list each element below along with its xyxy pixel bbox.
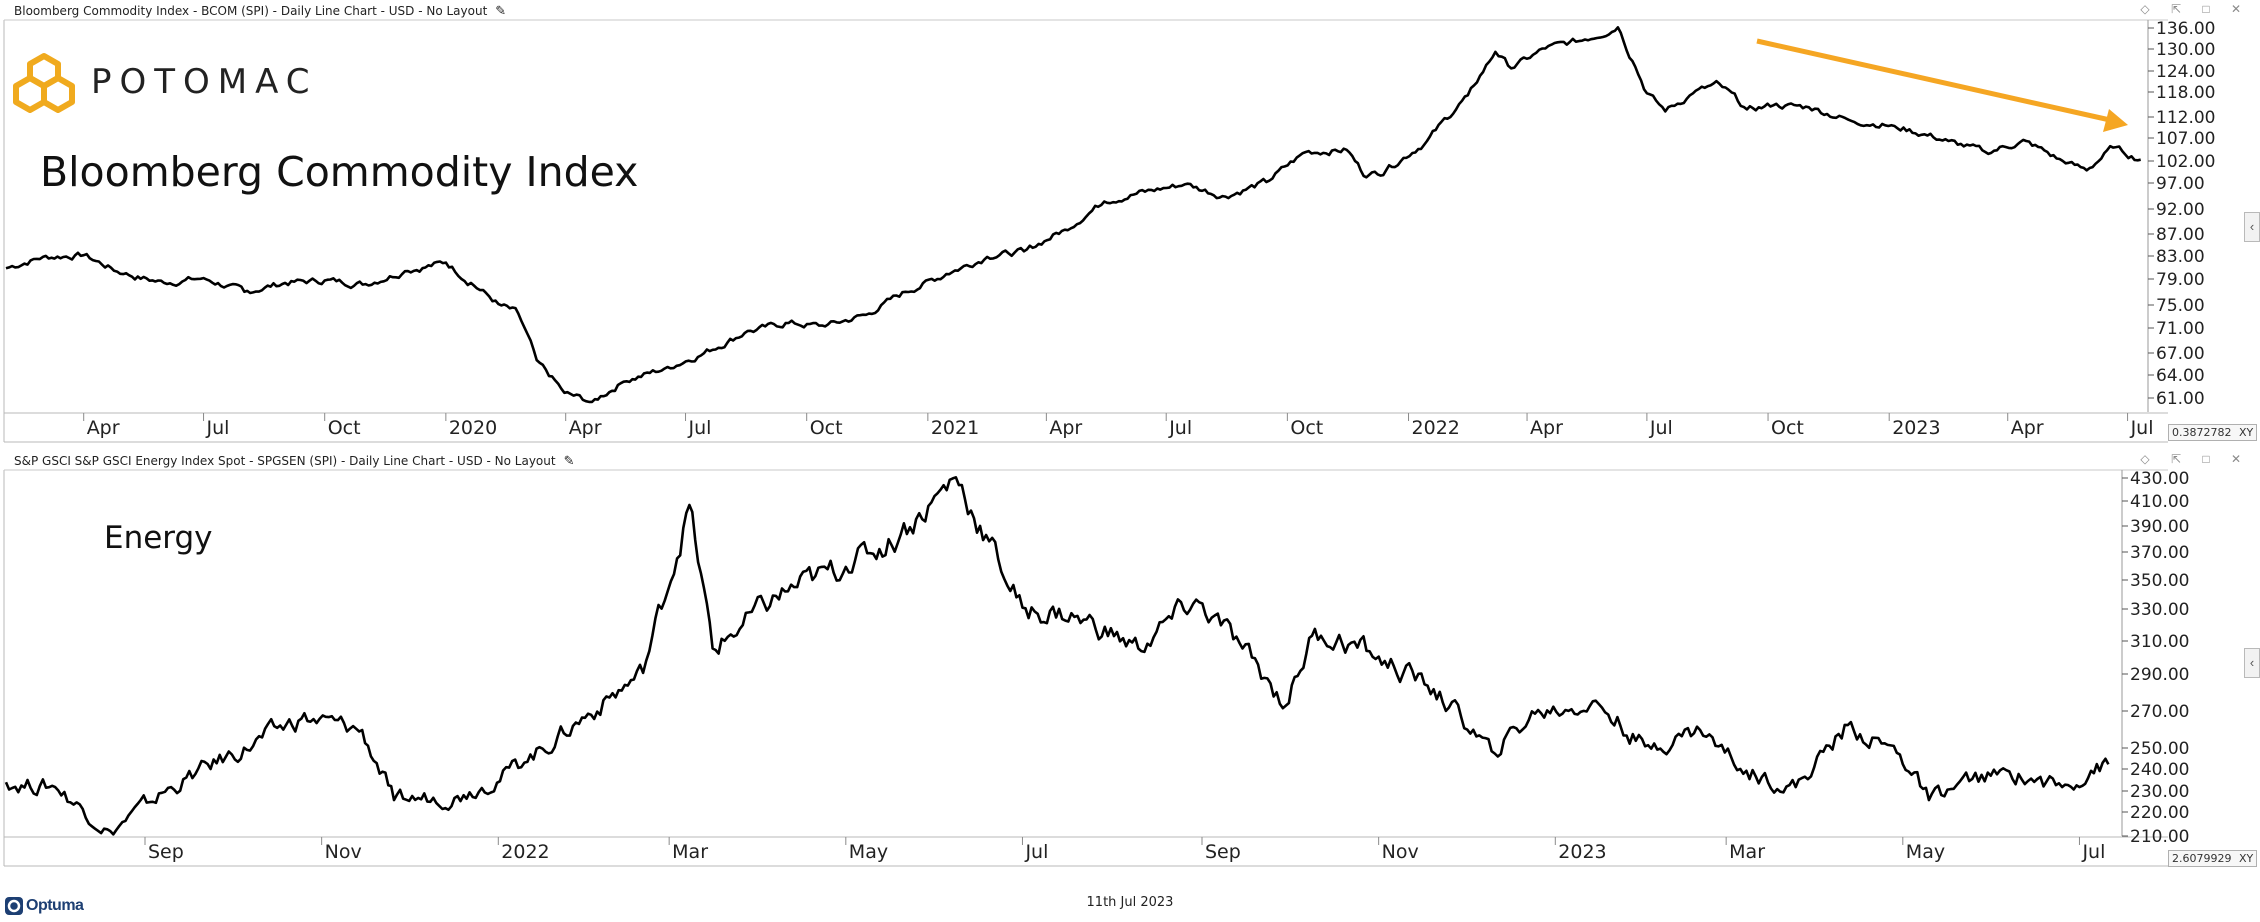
x-tick-label: Apr [1049, 417, 1082, 439]
optuma-brand-text: Optuma [26, 897, 84, 914]
x-tick-label: May [1906, 841, 1945, 863]
trend-arrow-head [2103, 109, 2128, 132]
x-tick-label: Oct [810, 417, 843, 439]
optuma-brand: Optuma [4, 895, 84, 917]
y-tick-label: 61.00 [2156, 389, 2205, 409]
top-scale-mode[interactable]: XY [2239, 426, 2254, 439]
edit-pencil-icon[interactable]: ✎ [563, 454, 575, 469]
y-tick-label: 310.00 [2130, 632, 2189, 652]
window-controls-bottom[interactable]: ◇ ⇱ □ ✕ [2140, 452, 2250, 466]
x-tick-label: Nov [325, 841, 362, 863]
bottom-scale-readout[interactable]: 2.6079929 XY [2168, 850, 2258, 867]
x-tick-label: 2022 [501, 841, 549, 863]
y-tick-label: 136.00 [2156, 19, 2215, 39]
y-tick-label: 270.00 [2130, 702, 2189, 722]
y-tick-label: 350.00 [2130, 571, 2189, 591]
x-tick-label: Jul [206, 417, 230, 439]
y-tick-label: 370.00 [2130, 543, 2189, 563]
y-tick-label: 102.00 [2156, 152, 2215, 172]
series-line [5, 26, 2141, 404]
x-tick-label: Nov [1382, 841, 1419, 863]
top-pane-title-text: Bloomberg Commodity Index - BCOM (SPI) -… [14, 4, 488, 18]
x-tick-label: Jul [1649, 417, 1673, 439]
y-tick-label: 83.00 [2156, 247, 2205, 267]
bottom-scale-mode[interactable]: XY [2239, 852, 2254, 865]
x-tick-label: Apr [1530, 417, 1563, 439]
y-tick-label: 92.00 [2156, 200, 2205, 220]
top-collapse-arrow-icon[interactable]: ‹ [2244, 212, 2260, 242]
bottom-pane-title-text: S&P GSCI S&P GSCI Energy Index Spot - SP… [14, 454, 556, 468]
y-tick-label: 390.00 [2130, 517, 2189, 537]
x-tick-label: Apr [569, 417, 602, 439]
y-tick-label: 64.00 [2156, 366, 2205, 386]
x-tick-label: Jul [688, 417, 712, 439]
y-tick-label: 410.00 [2130, 492, 2189, 512]
logo-wordmark: POTOMAC [91, 62, 318, 102]
x-tick-label: Sep [148, 841, 184, 863]
bottom-collapse-arrow-icon[interactable]: ‹ [2244, 648, 2260, 678]
x-tick-label: 2022 [1412, 417, 1460, 439]
window-controls[interactable]: ◇ ⇱ □ ✕ [2140, 2, 2250, 16]
x-tick-label: Sep [1205, 841, 1241, 863]
top-chart-label: Bloomberg Commodity Index [40, 148, 639, 196]
y-tick-label: 97.00 [2156, 174, 2205, 194]
edit-pencil-icon[interactable]: ✎ [495, 4, 507, 19]
y-tick-label: 210.00 [2130, 827, 2189, 847]
trend-arrow [1756, 38, 2128, 132]
x-tick-label: Mar [672, 841, 708, 863]
y-tick-label: 124.00 [2156, 62, 2215, 82]
top-pane-title: Bloomberg Commodity Index - BCOM (SPI) -… [14, 4, 506, 19]
x-tick-label: 2023 [1892, 417, 1940, 439]
x-tick-label: Jul [2081, 841, 2105, 863]
x-tick-label: Jul [1024, 841, 1048, 863]
trend-arrow-shaft [1756, 38, 2111, 123]
y-tick-label: 118.00 [2156, 83, 2215, 103]
y-tick-label: 250.00 [2130, 739, 2189, 759]
y-tick-label: 79.00 [2156, 270, 2205, 290]
top-scale-value: 0.3872782 [2172, 426, 2232, 439]
y-tick-label: 71.00 [2156, 319, 2205, 339]
x-tick-label: 2021 [931, 417, 979, 439]
potomac-logo-icon [13, 53, 75, 113]
y-tick-label: 430.00 [2130, 469, 2189, 489]
x-tick-label: Apr [2011, 417, 2044, 439]
y-tick-label: 107.00 [2156, 129, 2215, 149]
x-tick-label: Apr [87, 417, 120, 439]
y-tick-label: 87.00 [2156, 225, 2205, 245]
y-tick-label: 230.00 [2130, 782, 2189, 802]
footer-date: 11th Jul 2023 [1086, 895, 1174, 910]
y-tick-label: 330.00 [2130, 600, 2189, 620]
x-tick-label: Oct [328, 417, 361, 439]
y-tick-label: 67.00 [2156, 344, 2205, 364]
y-tick-label: 130.00 [2156, 40, 2215, 60]
logo-hex-right [41, 75, 75, 113]
x-tick-label: May [849, 841, 888, 863]
x-tick-label: Oct [1771, 417, 1804, 439]
y-tick-label: 240.00 [2130, 760, 2189, 780]
x-tick-label: Jul [2130, 417, 2154, 439]
y-tick-label: 75.00 [2156, 296, 2205, 316]
x-tick-label: 2020 [449, 417, 497, 439]
y-tick-label: 220.00 [2130, 803, 2189, 823]
x-tick-label: 2023 [1558, 841, 1606, 863]
x-tick-label: Mar [1729, 841, 1765, 863]
series-line [4, 476, 2110, 836]
x-tick-label: Jul [1168, 417, 1192, 439]
top-scale-readout[interactable]: 0.3872782 XY [2168, 424, 2258, 441]
bottom-scale-value: 2.6079929 [2172, 852, 2232, 865]
bottom-chart-frame: 430.00 410.00 390.00 370.00 350.00 330.00 310.… [3, 469, 2189, 867]
optuma-logo-icon [5, 897, 23, 915]
x-tick-label: Oct [1290, 417, 1323, 439]
bottom-chart-label: Energy [104, 520, 213, 556]
y-tick-label: 112.00 [2156, 108, 2215, 128]
bottom-pane-title: S&P GSCI S&P GSCI Energy Index Spot - SP… [14, 454, 575, 469]
logo-hex-left [13, 75, 47, 113]
y-tick-label: 290.00 [2130, 665, 2189, 685]
